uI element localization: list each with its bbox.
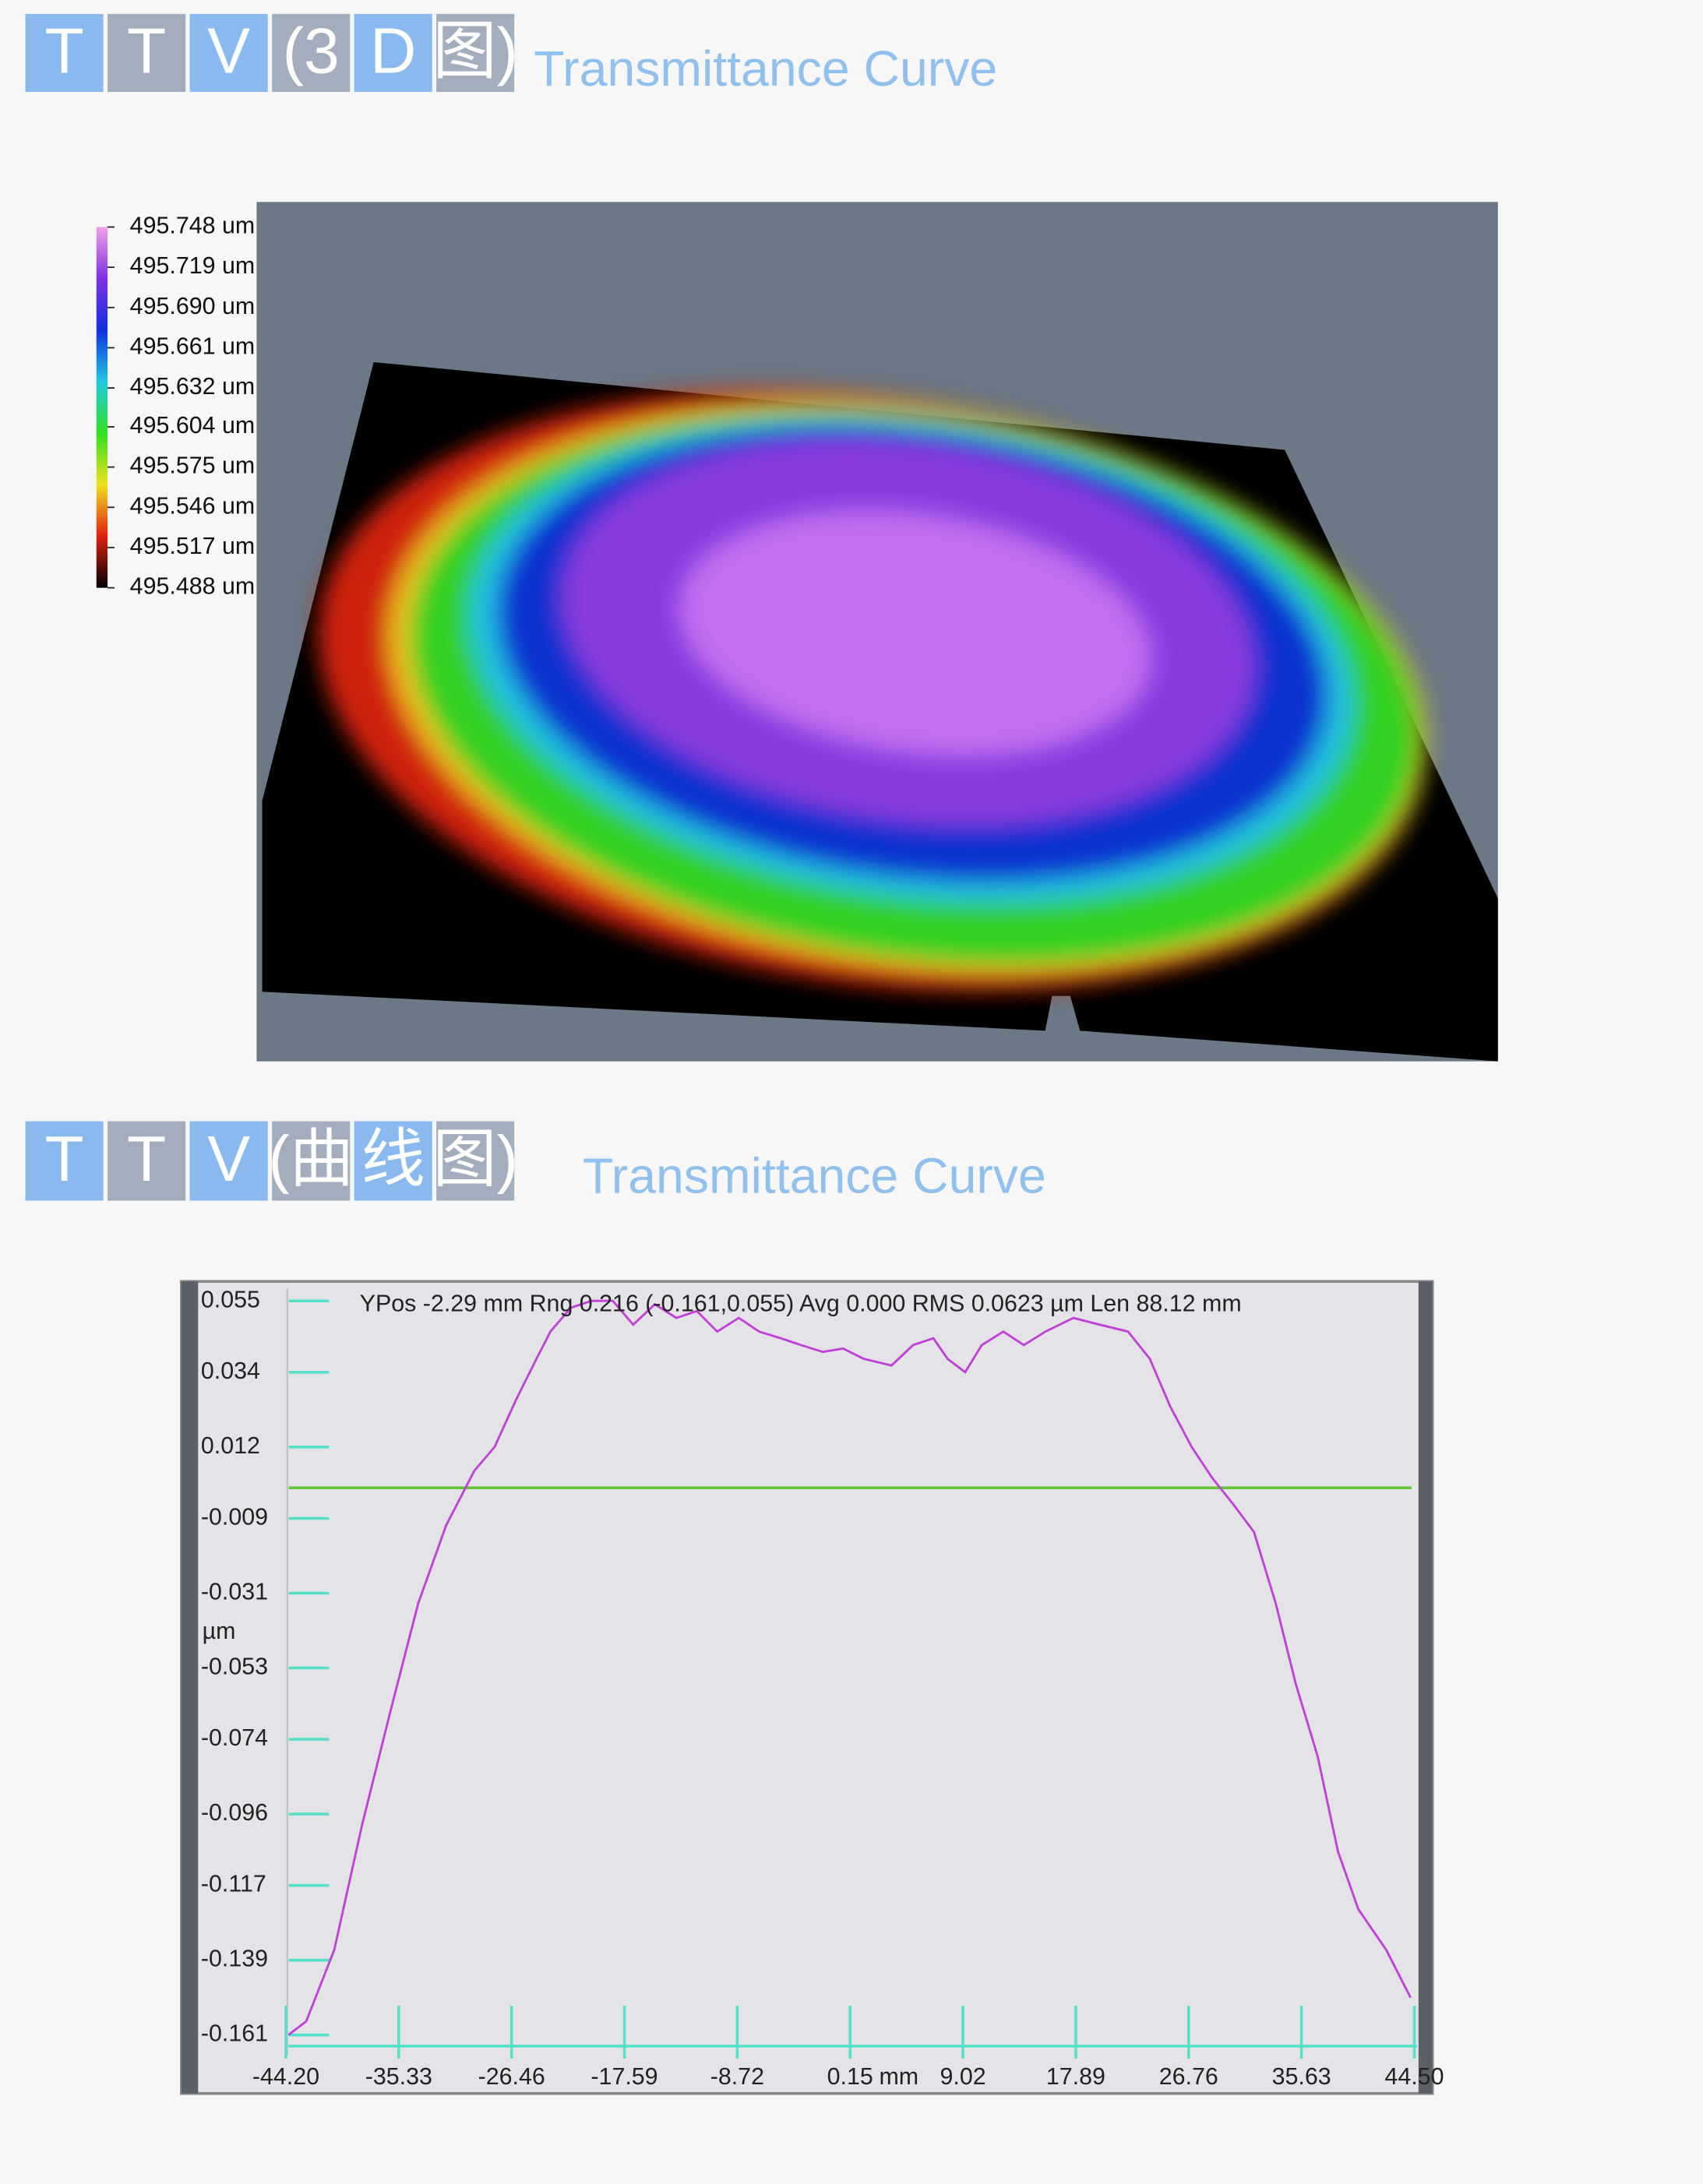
y-tick-label: -0.096 [201, 1799, 268, 1826]
colorbar-label: 495.690 um [130, 293, 256, 319]
header-box [108, 1121, 186, 1201]
surface-view [256, 202, 1498, 1062]
header-subtitle: Transmittance Curve [583, 1148, 1046, 1204]
y-tick-label: -0.139 [201, 1946, 268, 1972]
header-letter: T [45, 16, 84, 86]
y-tick-label: 0.034 [201, 1358, 260, 1384]
header-letter: (曲 [268, 1124, 354, 1195]
x-tick-label: -26.46 [478, 2063, 545, 2090]
header-letter: 线 [361, 1124, 425, 1195]
header-letter: V [207, 16, 250, 86]
x-tick-label: 17.89 [1046, 2063, 1105, 2090]
header-subtitle: Transmittance Curve [534, 41, 997, 97]
line-chart: 0.055 0.034 0.012 -0.009 -0.031 -0.053 -0.074 -… [201, 1286, 1444, 2090]
header-box [354, 1121, 432, 1201]
x-tick-label: 26.76 [1159, 2063, 1218, 2090]
header: T T V (3 D 图) Transmittance Curve [25, 13, 997, 97]
header-letter: T [127, 16, 166, 86]
header-box [436, 13, 515, 93]
colorbar-label: 495.488 um [130, 573, 256, 600]
header-letter: D [370, 16, 416, 86]
header-box [108, 13, 186, 93]
header-letter: (3 [283, 16, 340, 86]
x-tick-label: 9.02 [940, 2063, 985, 2090]
data-line [287, 1299, 1412, 2036]
header-box [25, 13, 104, 93]
colorbar-label: 495.575 um [130, 453, 256, 479]
header-letter: 图) [432, 16, 518, 86]
y-tick-label: -0.031 [201, 1578, 268, 1605]
y-tick-label: 0.012 [201, 1432, 260, 1459]
x-tick-label: 44.50 [1384, 2063, 1444, 2090]
line-chart-frame [180, 1280, 1434, 2095]
x-tick-label: 35.63 [1272, 2063, 1331, 2090]
colorbar-label: 495.719 um [130, 252, 256, 279]
colorbar-label: 495.517 um [130, 533, 256, 559]
x-tick-label: -17.59 [591, 2063, 658, 2090]
colorbar-label: 495.546 um [130, 492, 256, 519]
colorbar-label: 495.604 um [130, 412, 256, 439]
colorbar-label: 495.632 um [130, 373, 256, 400]
header-letter: T [45, 1124, 84, 1195]
y-tick-label: -0.053 [201, 1653, 268, 1679]
y-tick-label: -0.161 [201, 2020, 268, 2047]
y-tick-label: 0.055 [201, 1286, 260, 1312]
colorbar-label: 495.748 um [130, 213, 256, 239]
header-box [272, 13, 351, 93]
x-axis-label: mm [879, 2063, 918, 2090]
colorbar-label: 495.661 um [130, 333, 256, 359]
x-tick-label: -35.33 [365, 2063, 432, 2090]
colorbar: 495.748 um 495.719 um 495.690 um 495.661 um… [96, 213, 256, 600]
x-tick-label: -8.72 [710, 2063, 764, 2090]
header: T T V (曲线图) Transmittance Curve [25, 1121, 1046, 1204]
header-letter: V [207, 1124, 250, 1195]
header-box [25, 1121, 104, 1201]
x-tick-label: -44.20 [252, 2063, 319, 2090]
x-tick-label: 0.15 [827, 2063, 873, 2090]
header-box [189, 13, 268, 93]
header-letter: 图) [432, 1124, 518, 1195]
y-tick-label: -0.117 [201, 1871, 266, 1897]
header-box [272, 1121, 351, 1201]
header-box [354, 13, 432, 93]
header-box [436, 1121, 515, 1201]
y-tick-label: -0.074 [201, 1724, 268, 1751]
y-axis-label: µm [203, 1618, 236, 1644]
y-tick-label: -0.009 [201, 1504, 268, 1531]
annotation: YPos -2.29 mm Rng 0.216 (-0.161,0.055) A… [360, 1291, 1242, 1317]
header-box [189, 1121, 268, 1201]
colorbar-gradient [96, 227, 108, 588]
header-letter: T [127, 1124, 166, 1195]
